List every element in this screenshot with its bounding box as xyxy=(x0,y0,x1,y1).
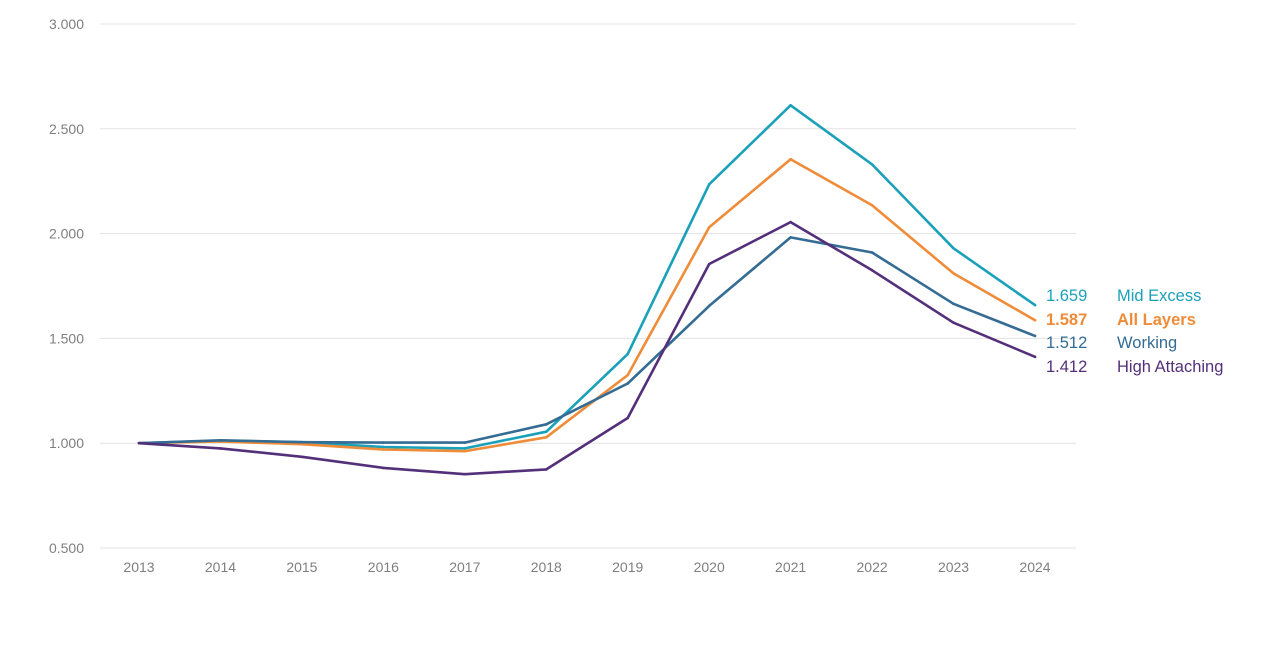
data-point xyxy=(219,438,222,442)
series-line-working xyxy=(137,236,1037,445)
end-labels: 1.659 Mid Excess 1.587 All Layers 1.512 Worki… xyxy=(1046,287,1223,376)
gridlines xyxy=(100,23,1076,549)
data-point xyxy=(300,455,304,459)
end-value-label: 1.512 xyxy=(1046,334,1087,352)
data-point xyxy=(870,251,874,254)
data-point xyxy=(707,183,711,186)
data-point xyxy=(707,262,711,266)
data-point xyxy=(300,442,304,446)
x-tick-label: 2015 xyxy=(286,559,317,575)
data-point xyxy=(707,304,711,308)
data-point xyxy=(789,220,792,224)
data-point xyxy=(626,373,630,377)
end-value-label: 1.412 xyxy=(1046,358,1087,376)
x-tick-label: 2022 xyxy=(857,559,888,575)
y-tick-label: 2.000 xyxy=(49,226,84,242)
x-axis-ticks: 2013 2014 2015 2016 2017 2018 2019 2020 2021 2022… xyxy=(123,559,1050,575)
data-point xyxy=(382,448,385,451)
x-tick-label: 2019 xyxy=(612,559,643,575)
x-tick-label: 2013 xyxy=(123,559,154,575)
data-point xyxy=(789,236,792,239)
data-point xyxy=(952,246,955,250)
data-point xyxy=(463,472,467,476)
series-name-label: High Attaching xyxy=(1117,358,1223,376)
data-point xyxy=(1033,334,1037,338)
x-tick-label: 2023 xyxy=(938,559,969,575)
series-line-high-attaching xyxy=(137,220,1037,476)
end-value-label: 1.659 xyxy=(1046,287,1087,305)
y-tick-label: 2.500 xyxy=(49,121,84,137)
x-tick-label: 2024 xyxy=(1019,559,1050,575)
data-point xyxy=(544,423,548,426)
x-tick-label: 2021 xyxy=(775,559,806,575)
data-point xyxy=(952,272,955,275)
series-lines xyxy=(137,104,1037,476)
data-point xyxy=(382,445,385,449)
x-tick-label: 2016 xyxy=(368,559,399,575)
data-point xyxy=(1033,355,1037,359)
data-point xyxy=(707,226,711,229)
end-value-label: 1.587 xyxy=(1046,311,1087,329)
data-point xyxy=(544,436,548,439)
y-axis-ticks: 0.500 1.000 1.500 2.000 2.500 3.000 xyxy=(49,16,84,556)
data-point xyxy=(626,416,630,420)
data-point xyxy=(1033,303,1037,307)
data-point xyxy=(789,157,792,161)
data-point xyxy=(219,447,222,450)
data-point xyxy=(870,268,874,272)
series-line-mid-excess xyxy=(137,104,1037,450)
y-tick-label: 1.000 xyxy=(49,435,84,451)
y-tick-label: 0.500 xyxy=(49,540,84,556)
data-point xyxy=(952,302,955,306)
data-point xyxy=(463,449,467,453)
data-point xyxy=(626,352,630,356)
data-point xyxy=(544,468,548,471)
data-point xyxy=(300,440,304,444)
data-point xyxy=(1033,318,1037,322)
series-name-label: Working xyxy=(1117,334,1177,352)
data-point xyxy=(626,382,630,385)
series-line-all-layers xyxy=(137,157,1037,453)
data-point xyxy=(870,204,874,207)
data-point xyxy=(789,104,792,107)
x-tick-label: 2017 xyxy=(449,559,480,575)
data-point xyxy=(382,466,385,470)
series-name-label: All Layers xyxy=(1117,311,1196,329)
data-point xyxy=(137,441,141,445)
x-tick-label: 2020 xyxy=(694,559,725,575)
y-tick-label: 3.000 xyxy=(49,16,84,32)
y-tick-label: 1.500 xyxy=(49,330,84,346)
data-point xyxy=(463,447,467,450)
data-point xyxy=(382,441,385,444)
x-tick-label: 2014 xyxy=(205,559,236,575)
series-name-label: Mid Excess xyxy=(1117,287,1201,305)
data-point xyxy=(870,163,874,166)
x-tick-label: 2018 xyxy=(531,559,562,575)
data-point xyxy=(952,321,955,324)
data-point xyxy=(544,430,548,433)
data-point xyxy=(463,441,467,444)
